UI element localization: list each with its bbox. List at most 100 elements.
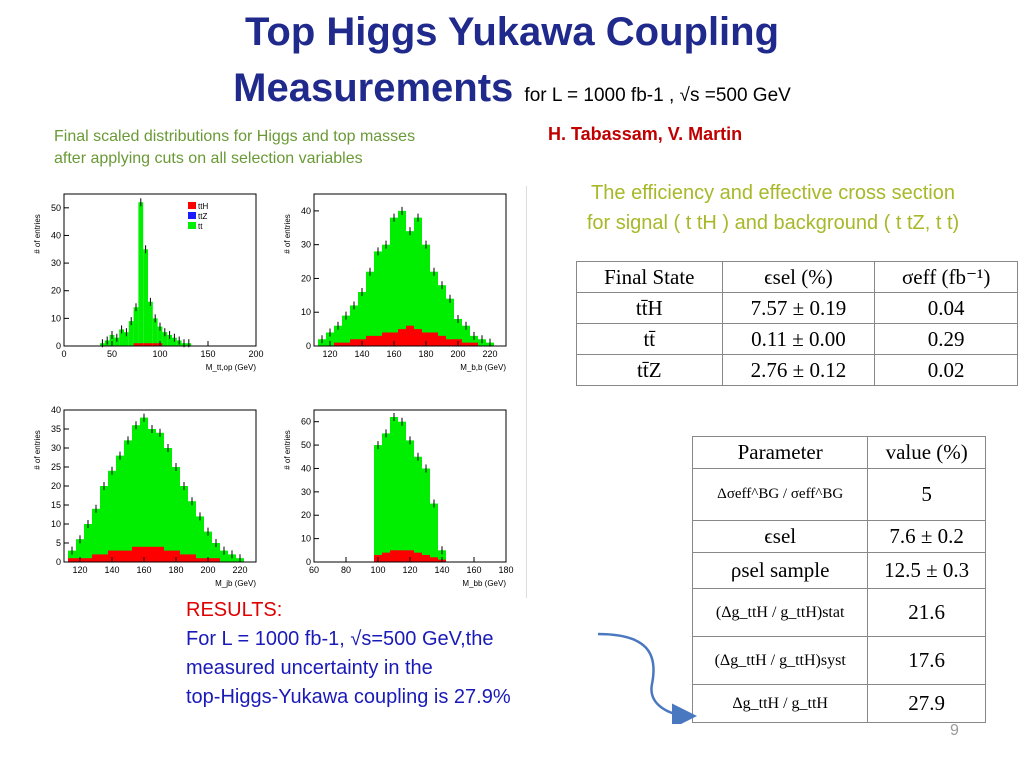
slide-title: Top Higgs Yukawa Coupling Measurements f… — [0, 4, 1024, 124]
title-line1: Top Higgs Yukawa Coupling — [244, 10, 780, 54]
histogram-bar-tt — [152, 318, 158, 346]
histogram-bar-tt — [148, 429, 156, 562]
table-cell: 7.6 ± 0.2 — [867, 520, 986, 553]
legend-label: ttH — [198, 202, 208, 211]
x-tick-label: 200 — [248, 349, 263, 359]
legend-swatch — [188, 212, 196, 219]
histogram-bar-tth — [446, 339, 454, 346]
histogram-bar-tt — [366, 271, 374, 346]
histogram-jb-mass: 120 140 160 180 200 220 0 5 10 15 20 25 30 35 40 M_jb (… — [30, 400, 270, 596]
y-tick-label: 20 — [301, 273, 311, 283]
x-axis-label: M_bb (GeV) — [462, 579, 506, 588]
y-tick-label: 35 — [51, 424, 61, 434]
histogram-bar-tth — [116, 550, 124, 562]
histogram-bar-tt — [422, 244, 430, 346]
y-tick-label: 10 — [51, 313, 61, 323]
y-tick-label: 50 — [301, 440, 311, 450]
histogram-bar-tt — [76, 539, 84, 562]
histogram-bar-tt — [414, 456, 422, 562]
histogram-bar-tth — [390, 332, 398, 346]
histogram-bar-tt — [374, 445, 382, 562]
table-cell: tt̄H — [576, 292, 723, 324]
x-tick-label: 120 — [322, 349, 337, 359]
x-tick-label: 80 — [341, 565, 351, 575]
histogram-bar-tt — [172, 337, 177, 346]
histogram-panel: 0 50 100 150 200 0 10 20 30 40 50 M_tt,op (GeV) # of… — [30, 184, 526, 596]
histogram-bar-tt — [143, 249, 148, 346]
table-cell: 0.11 ± 0.00 — [721, 323, 876, 355]
histogram-bar-tt — [454, 318, 462, 346]
table-row: (Δg_ttH / g_ttH)stat 21.6 — [691, 588, 986, 637]
x-tick-label: 160 — [136, 565, 151, 575]
table-row: ρsel sample 12.5 ± 0.3 — [691, 552, 986, 589]
table-cell: Δσeff^BG / σeff^BG — [691, 468, 869, 521]
histogram-bar-tt — [430, 503, 438, 562]
histogram-bar-tt — [470, 335, 478, 346]
histogram-bar-tth — [366, 335, 374, 346]
histogram-bb-mass: 120 140 160 180 200 220 0 10 20 30 40 M_b,b (GeV) # … — [280, 184, 520, 380]
histogram-bar-tt — [132, 425, 140, 562]
histogram-bar-tth — [164, 550, 172, 562]
histogram-bar-tt — [342, 315, 350, 346]
table-header-row: Final State ϵsel (%) σeff (fb⁻¹) — [576, 261, 1018, 293]
histogram-bar-tth — [138, 343, 144, 346]
header-cell: Final State — [576, 261, 723, 293]
histogram-bar-tt — [133, 307, 139, 346]
y-tick-label: 10 — [301, 307, 311, 317]
histogram-bar-tth — [212, 558, 220, 562]
histogram-bar-tth — [414, 552, 422, 562]
table-cell: 21.6 — [867, 588, 986, 637]
histogram-bar-tt — [157, 326, 163, 346]
histogram-bar-tth — [156, 546, 164, 562]
table-cell: 0.04 — [874, 292, 1018, 324]
histogram-bar-tth — [430, 332, 438, 346]
histogram-bar-tt — [167, 334, 172, 346]
histogram-bar-tt — [109, 334, 115, 346]
histogram-bar-tt — [172, 467, 180, 562]
title-line2: Measurements — [233, 66, 514, 110]
efficiency-caption: The efficiency and effective cross secti… — [528, 178, 1018, 238]
authors: H. Tabassam, V. Martin — [548, 124, 743, 144]
x-tick-label: 60 — [309, 565, 319, 575]
histogram-top-higgs-mass: 0 50 100 150 200 0 10 20 30 40 50 M_tt,op (GeV) # of… — [30, 184, 270, 380]
histogram-bar-tt — [438, 285, 446, 346]
histogram-bar-tt — [422, 468, 430, 562]
x-tick-label: 150 — [200, 349, 215, 359]
legend-label: ttZ — [198, 212, 207, 221]
histogram-bar-tth — [422, 554, 430, 562]
histogram-bar-tth — [68, 558, 76, 562]
histogram-bar-tt — [108, 470, 116, 562]
histogram-bar-tt — [188, 501, 196, 562]
y-tick-label: 0 — [56, 557, 61, 567]
x-tick-label: 220 — [232, 565, 247, 575]
histogram-bar-tt — [68, 550, 76, 562]
histogram-bar-tth — [406, 325, 414, 346]
histogram-bar-tt — [220, 550, 228, 562]
y-tick-label: 10 — [301, 534, 311, 544]
histogram-bar-tt — [119, 329, 124, 346]
histogram-bar-tt — [180, 486, 188, 562]
histogram-bb-mass-2: 60 80 100 120 140 160 180 0 10 20 30 40 50 60 M_bb (Ge… — [280, 400, 520, 596]
histogram-bar-tth — [100, 554, 108, 562]
histogram-bar-tt — [390, 417, 398, 562]
table-cell: Δg_ttH / g_ttH — [691, 684, 869, 723]
x-tick-label: 120 — [402, 565, 417, 575]
y-tick-label: 50 — [51, 203, 61, 213]
histogram-bar-tt — [156, 432, 164, 562]
histogram-bar-tth — [430, 557, 438, 562]
table-row: Δσeff^BG / σeff^BG 5 — [691, 468, 986, 521]
histogram-bar-tth — [132, 546, 140, 562]
histogram-bar-tth — [414, 329, 422, 346]
table-cell: ρsel sample — [691, 552, 869, 589]
histogram-bar-tt — [100, 486, 108, 562]
plots-caption: Final scaled distributions for Higgs and… — [54, 126, 415, 170]
histogram-bar-tth — [374, 335, 382, 346]
histogram-bar-tt — [398, 421, 406, 562]
header-cell: Parameter — [691, 436, 869, 469]
table-cell: ϵsel — [691, 520, 869, 553]
y-tick-label: 20 — [51, 286, 61, 296]
x-tick-label: 200 — [450, 349, 465, 359]
x-tick-label: 120 — [72, 565, 87, 575]
histogram-bar-tth — [143, 343, 148, 346]
y-tick-label: 0 — [306, 557, 311, 567]
